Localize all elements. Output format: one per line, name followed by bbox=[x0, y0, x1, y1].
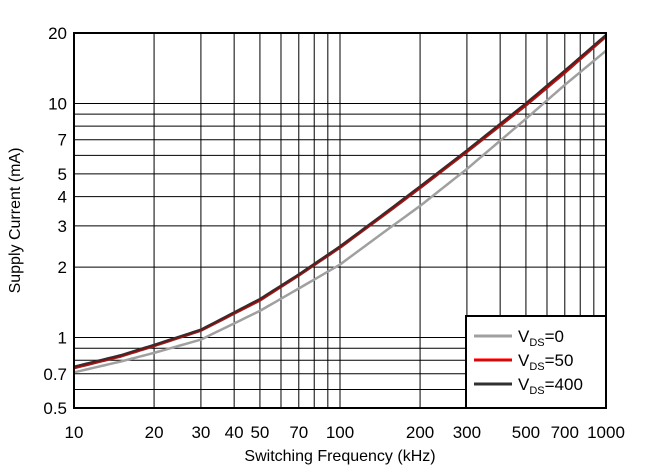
x-tick-label: 1000 bbox=[587, 423, 625, 442]
y-tick-label: 5 bbox=[58, 165, 67, 184]
x-tick-label: 10 bbox=[65, 423, 84, 442]
x-tick-label: 700 bbox=[551, 423, 579, 442]
legend-label: VDS=0 bbox=[518, 327, 564, 349]
x-tick-label: 30 bbox=[191, 423, 210, 442]
y-tick-label: 10 bbox=[48, 94, 67, 113]
x-tick-label: 200 bbox=[406, 423, 434, 442]
x-axis-title: Switching Frequency (kHz) bbox=[244, 448, 435, 465]
x-tick-label: 500 bbox=[512, 423, 540, 442]
y-tick-label: 2 bbox=[58, 258, 67, 277]
x-tick-label: 40 bbox=[225, 423, 244, 442]
y-axis-title: Supply Current (mA) bbox=[7, 148, 24, 294]
series-line-vds-0 bbox=[74, 49, 606, 374]
y-tick-label: 20 bbox=[48, 24, 67, 43]
plot-frame bbox=[73, 32, 607, 409]
legend-label: VDS=400 bbox=[518, 375, 583, 397]
x-tick-label: 70 bbox=[289, 423, 308, 442]
y-tick-label: 0.5 bbox=[43, 399, 67, 418]
x-tick-label: 50 bbox=[250, 423, 269, 442]
x-tick-label: 20 bbox=[145, 423, 164, 442]
x-tick-label: 300 bbox=[453, 423, 481, 442]
y-tick-label: 0.7 bbox=[43, 365, 67, 384]
x-tick-label: 100 bbox=[326, 423, 354, 442]
y-tick-label: 4 bbox=[58, 188, 67, 207]
series-line-vds-400 bbox=[74, 34, 606, 368]
legend-label: VDS=50 bbox=[518, 351, 573, 373]
series-layer bbox=[74, 34, 606, 374]
axis-layer: 10 20 30 40 50 70 100 200 300 500 700 1000 0.5 0.7 1 2 3… bbox=[43, 24, 625, 442]
y-tick-label: 3 bbox=[58, 217, 67, 236]
legend-box bbox=[465, 315, 607, 409]
y-tick-label: 1 bbox=[58, 329, 67, 348]
y-tick-label: 7 bbox=[58, 131, 67, 150]
